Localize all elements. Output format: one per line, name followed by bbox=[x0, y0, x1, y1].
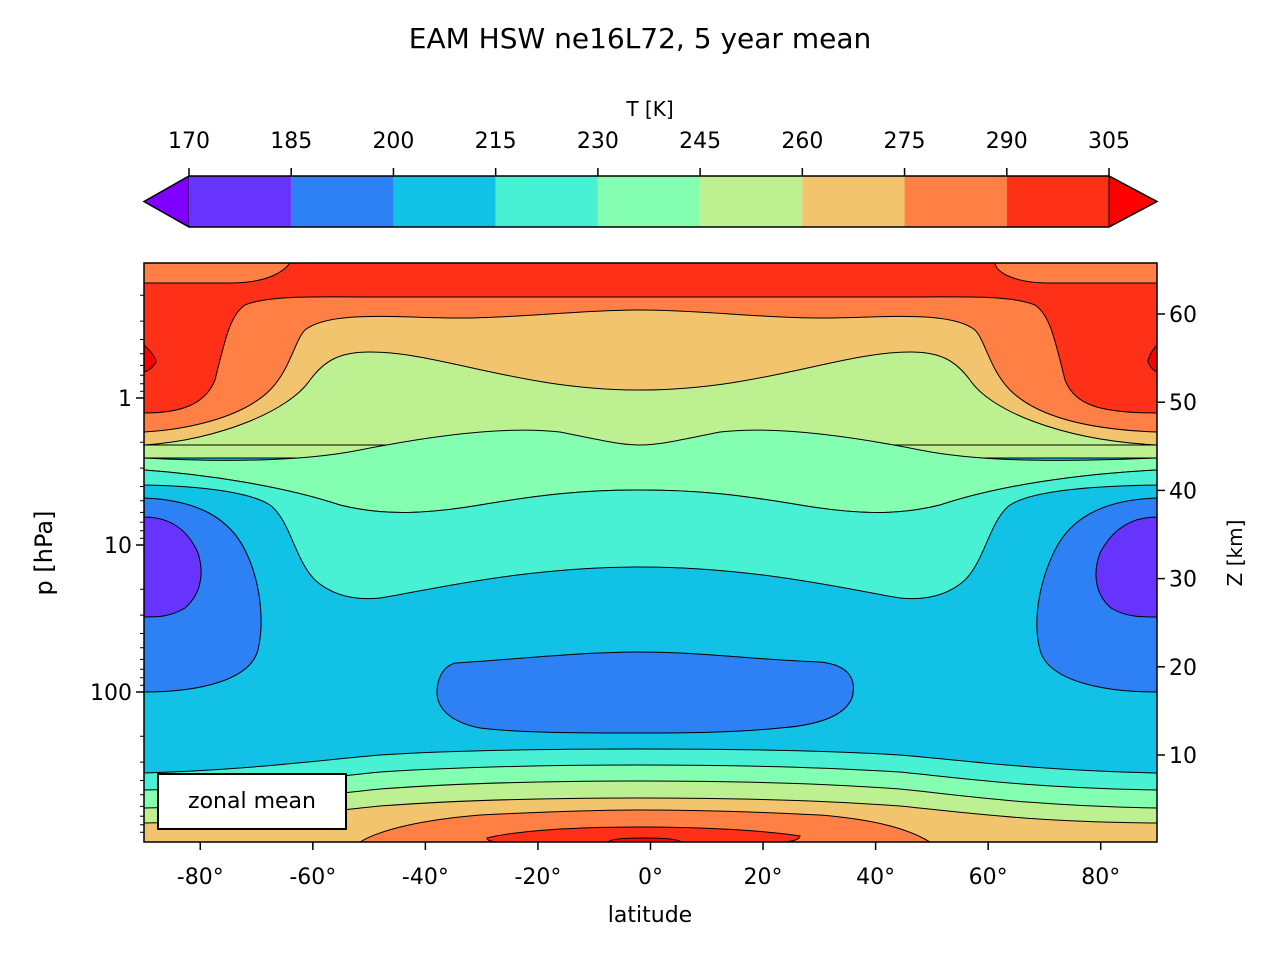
x-tick-label: 0° bbox=[638, 865, 663, 890]
colorbar-bin-245 bbox=[700, 176, 803, 227]
y-axis-label: p [hPa] bbox=[30, 511, 58, 596]
temperature-band-275-290 bbox=[144, 263, 1157, 433]
temperature-band-above-305-right bbox=[1147, 344, 1157, 373]
y-axis-left: 1 10 100 bbox=[90, 294, 144, 833]
chart-title: EAM HSW ne16L72, 5 year mean bbox=[409, 22, 871, 55]
x-tick-label: -60° bbox=[289, 865, 336, 890]
colorbar-tick-label: 290 bbox=[986, 129, 1028, 154]
y-tick-label: 10 bbox=[104, 534, 132, 559]
x-tick-label: 80° bbox=[1081, 865, 1120, 890]
colorbar-bin-230 bbox=[597, 176, 701, 227]
colorbar-label: T [K] bbox=[625, 97, 673, 121]
colorbar-tick-label: 230 bbox=[577, 129, 619, 154]
temperature-band-290-305 bbox=[144, 263, 1157, 414]
colorbar-tick-label: 170 bbox=[168, 129, 210, 154]
z-tick-label: 30 bbox=[1169, 568, 1197, 593]
x-tick-label: 20° bbox=[744, 865, 783, 890]
colorbar-tick-label: 275 bbox=[884, 129, 926, 154]
colorbar-tick-label: 305 bbox=[1088, 129, 1130, 154]
colorbar-extend-high bbox=[1108, 175, 1159, 228]
x-tick-label: 40° bbox=[856, 865, 895, 890]
temperature-band-above-305-lower bbox=[607, 837, 682, 842]
x-axis-label: latitude bbox=[608, 903, 692, 928]
y-axis-right: 10 20 30 40 50 60 bbox=[1157, 303, 1197, 769]
x-tick-label: 60° bbox=[969, 865, 1008, 890]
colorbar-bin-200 bbox=[393, 176, 496, 227]
annotation-box bbox=[157, 773, 347, 830]
z-tick-label: 60 bbox=[1169, 303, 1197, 328]
colorbar-tick-label: 185 bbox=[270, 129, 312, 154]
y-tick-label: 100 bbox=[90, 681, 132, 706]
z-tick-label: 40 bbox=[1169, 479, 1197, 504]
colorbar-bin-275 bbox=[904, 176, 1007, 227]
x-tick-label: -20° bbox=[514, 865, 561, 890]
z-axis-label: Z [km] bbox=[1223, 520, 1247, 587]
temperature-band-215-230 bbox=[144, 469, 1157, 600]
colorbar-bin-170 bbox=[189, 176, 292, 227]
temperature-band-170-185-right bbox=[1095, 516, 1157, 618]
colorbar-tick-label: 260 bbox=[781, 129, 823, 154]
z-tick-label: 10 bbox=[1169, 744, 1197, 769]
x-axis: -80° -60° -40° -20° 0° 20° 40° 60° 80° bbox=[177, 842, 1120, 890]
colorbar-tick-label: 200 bbox=[372, 129, 414, 154]
y-tick-label: 1 bbox=[118, 387, 132, 412]
colorbar-tick-label: 245 bbox=[679, 129, 721, 154]
plot-area bbox=[144, 263, 1157, 842]
colorbar-extend-low bbox=[142, 175, 190, 228]
colorbar-bin-260 bbox=[802, 176, 905, 227]
x-tick-label: -80° bbox=[177, 865, 224, 890]
temperature-band-185-200-tropical bbox=[436, 651, 854, 734]
colorbar-tick-label: 215 bbox=[475, 129, 517, 154]
x-tick-label: -40° bbox=[402, 865, 449, 890]
colorbar-bin-290 bbox=[1006, 176, 1109, 227]
z-tick-label: 50 bbox=[1169, 391, 1197, 416]
colorbar: 170 185 200 215 230 245 260 275 290 305 bbox=[142, 129, 1159, 228]
annotation-text: zonal mean bbox=[188, 789, 316, 814]
temperature-band-above-305-left bbox=[144, 344, 157, 373]
z-tick-label: 20 bbox=[1169, 656, 1197, 681]
colorbar-bin-185 bbox=[291, 176, 394, 227]
colorbar-bin-215 bbox=[495, 176, 598, 227]
temperature-band-170-185-left bbox=[144, 516, 202, 618]
